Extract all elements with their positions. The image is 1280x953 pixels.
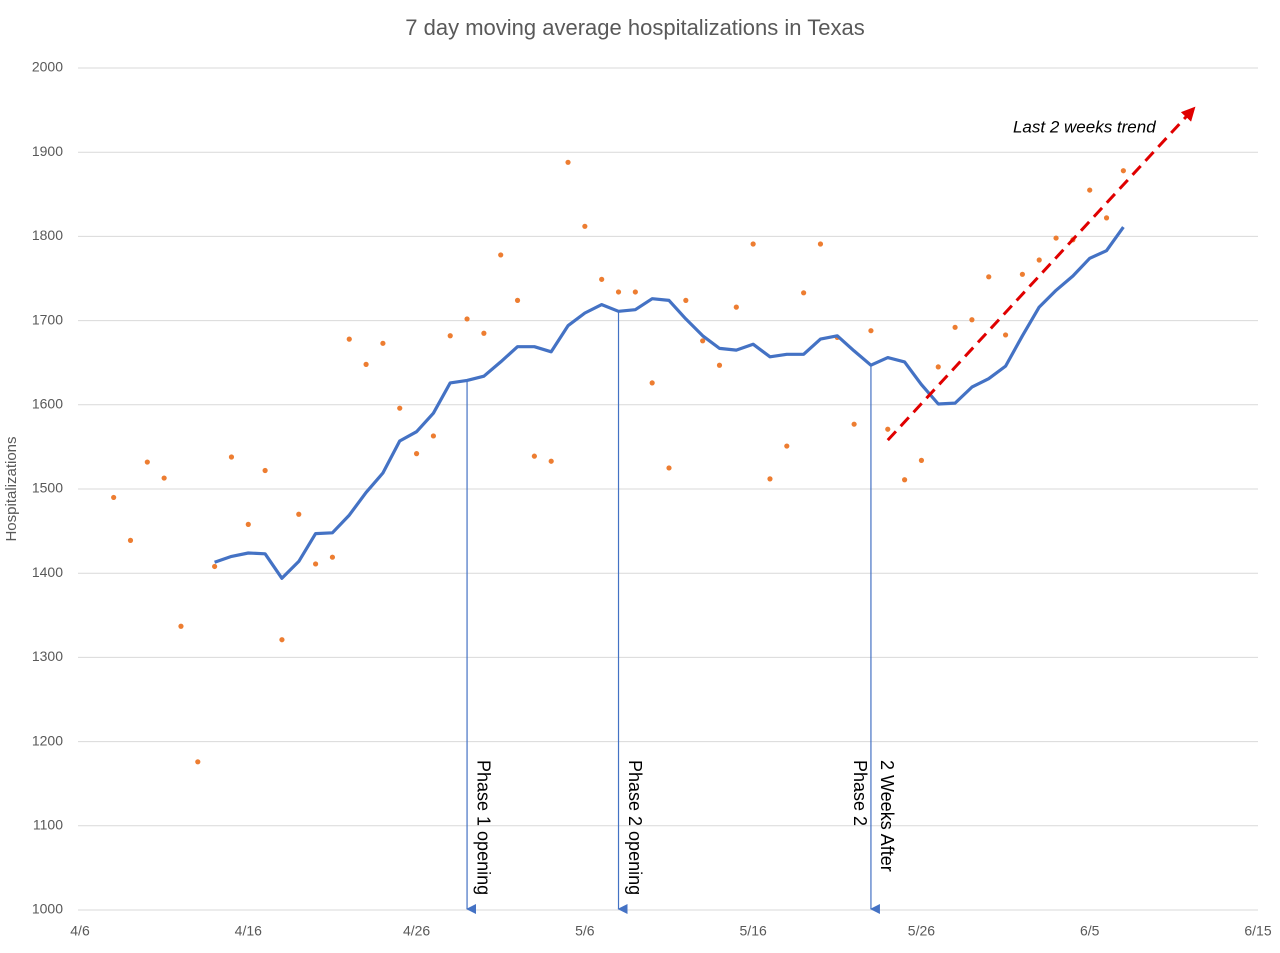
y-tick-label: 1700: [32, 311, 63, 327]
data-point: [733, 304, 739, 310]
data-point: [666, 465, 672, 471]
data-point: [615, 289, 622, 295]
data-point: [700, 338, 706, 344]
data-point: [599, 276, 605, 282]
y-tick-label: 1300: [32, 648, 63, 664]
data-point: [683, 297, 689, 303]
trend-arrow: [886, 106, 1196, 442]
data-point: [548, 458, 554, 464]
y-tick-label: 1200: [32, 732, 63, 748]
x-tick-label: 6/5: [1080, 923, 1100, 939]
data-point: [430, 433, 436, 439]
x-tick-label: 6/15: [1244, 923, 1271, 939]
data-point: [262, 467, 268, 474]
data-point: [296, 511, 302, 517]
data-point: [767, 476, 773, 482]
data-point: [178, 623, 184, 629]
trend-label: Last 2 weeks trend: [1013, 117, 1156, 136]
data-point: [161, 475, 167, 481]
x-tick-label: 4/6: [70, 923, 90, 939]
data-point: [1036, 257, 1042, 263]
annotation-label: Phase 2 opening: [625, 760, 645, 895]
data-point: [1053, 235, 1059, 241]
data-point: [313, 561, 319, 567]
y-tick-label: 1400: [32, 564, 63, 580]
data-point: [380, 340, 386, 346]
x-tick-label: 4/26: [403, 923, 430, 939]
data-point: [1002, 332, 1009, 338]
data-point: [1103, 215, 1110, 221]
line-series: [214, 226, 1125, 580]
data-point: [1019, 271, 1025, 277]
chart-title: 7 day moving average hospitalizations in…: [405, 15, 864, 40]
data-point: [228, 454, 235, 460]
x-tick-label: 4/16: [235, 923, 262, 939]
data-point: [447, 333, 453, 339]
data-point: [464, 316, 470, 322]
y-tick-label: 1600: [32, 396, 63, 412]
data-point: [111, 494, 117, 501]
annotation-label: Phase 2: [850, 760, 870, 826]
data-point: [531, 453, 537, 459]
data-point: [413, 451, 420, 457]
y-tick-label: 2000: [32, 59, 63, 75]
data-point: [902, 477, 908, 483]
data-point: [127, 537, 134, 543]
y-tick-label: 1000: [32, 901, 63, 917]
data-point: [801, 290, 807, 296]
y-tick-label: 1100: [33, 817, 63, 833]
y-tick-label: 1800: [32, 227, 63, 243]
data-point: [195, 759, 201, 765]
data-point: [582, 223, 588, 229]
data-point: [212, 563, 218, 570]
data-point: [363, 361, 369, 367]
annotation-label: 2 Weeks After: [877, 760, 897, 872]
data-point: [952, 324, 958, 330]
data-point: [245, 521, 251, 527]
data-point: [144, 459, 150, 465]
data-point: [1087, 187, 1093, 193]
data-point: [481, 330, 487, 336]
x-tick-label: 5/26: [908, 923, 935, 939]
y-tick-label: 1500: [32, 480, 63, 496]
data-point: [784, 443, 790, 449]
data-point: [565, 159, 571, 165]
data-point: [817, 241, 824, 247]
data-point: [716, 362, 723, 368]
data-point: [279, 637, 285, 643]
data-point: [346, 336, 352, 342]
data-point: [935, 364, 941, 370]
data-point: [632, 289, 638, 295]
data-point: [514, 297, 521, 303]
data-point: [885, 426, 891, 432]
y-tick-label: 1900: [32, 143, 63, 159]
data-point: [918, 457, 925, 463]
x-tick-label: 5/6: [575, 923, 595, 939]
y-axis-label: Hospitalizations: [3, 436, 20, 541]
data-point: [329, 554, 336, 560]
x-tick-label: 5/16: [740, 923, 767, 939]
data-point: [969, 317, 975, 323]
data-point: [498, 252, 504, 258]
data-point: [649, 380, 655, 386]
data-point: [868, 328, 874, 334]
data-point: [1120, 168, 1126, 174]
annotation-label: Phase 1 opening: [473, 760, 493, 895]
data-point: [397, 405, 403, 411]
data-point: [986, 274, 992, 280]
data-point: [851, 421, 857, 427]
data-point: [750, 241, 756, 247]
